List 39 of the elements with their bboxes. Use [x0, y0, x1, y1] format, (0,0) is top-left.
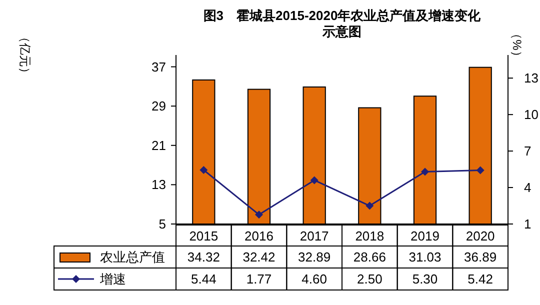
- data-label: 28.66: [353, 250, 386, 264]
- x-tick-label: 2016: [244, 228, 274, 244]
- legend-label: 增速: [99, 272, 126, 286]
- y-tick-label: 37: [152, 59, 166, 74]
- x-tick-label: 2015: [189, 228, 218, 244]
- y-tick-label: 5: [158, 216, 166, 232]
- data-label: 4.60: [302, 272, 327, 286]
- data-label: 5.44: [191, 272, 216, 286]
- x-tick-label: 2018: [355, 228, 384, 244]
- y2-axis-title: （%）: [510, 28, 524, 62]
- data-label: 34.32: [187, 250, 220, 264]
- y-tick-label: 29: [152, 98, 166, 114]
- point: [200, 166, 208, 174]
- data-label: 5.30: [412, 272, 438, 286]
- y-tick-label: 13: [152, 177, 166, 192]
- y2-tick-label: 4: [524, 180, 532, 196]
- y2-tick-label: 13: [524, 70, 538, 86]
- point: [255, 210, 263, 219]
- x-tick-label: 2017: [300, 228, 329, 244]
- y-tick-label: 21: [152, 138, 166, 153]
- x-tick-label: 2020: [466, 228, 495, 244]
- point: [476, 166, 484, 174]
- point: [310, 176, 318, 184]
- data-label: 2.50: [357, 272, 382, 286]
- point: [421, 168, 429, 176]
- point: [366, 202, 374, 210]
- text: （亿元）: [18, 31, 32, 79]
- chart-title: 图3 霍城县2015-2020年农业总产值及增速变化示意图: [203, 8, 482, 39]
- data-label: 31.03: [408, 250, 442, 264]
- y2-tick-label: 10: [524, 107, 538, 122]
- y2-tick-label: 1: [524, 216, 532, 232]
- legend-label: 农业总产值: [100, 250, 165, 264]
- y2-tick-label: 7: [524, 144, 532, 159]
- x-tick-label: 2019: [410, 228, 440, 244]
- data-label: 36.89: [464, 250, 497, 264]
- data-label: 32.42: [242, 250, 276, 264]
- data-label: 5.42: [468, 272, 493, 286]
- data-label: 32.89: [298, 250, 331, 264]
- data-label: 1.77: [246, 272, 272, 286]
